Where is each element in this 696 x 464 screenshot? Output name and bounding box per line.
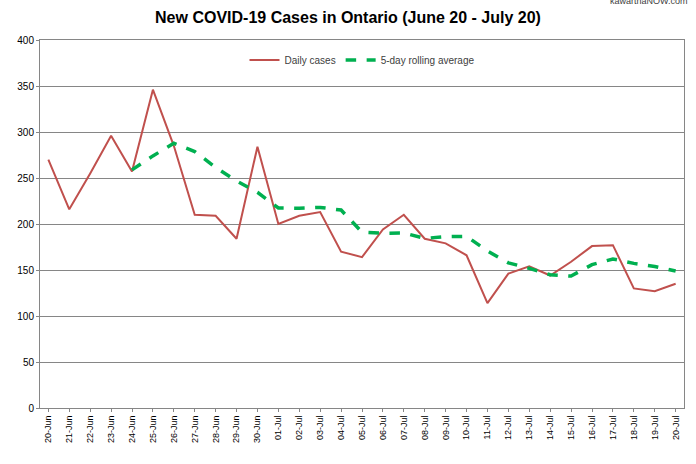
svg-text:24-Jun: 24-Jun bbox=[127, 416, 137, 444]
svg-text:14-Jul: 14-Jul bbox=[545, 416, 555, 441]
svg-text:28-Jun: 28-Jun bbox=[211, 416, 221, 444]
svg-text:08-Jul: 08-Jul bbox=[420, 416, 430, 441]
svg-text:200: 200 bbox=[17, 219, 34, 230]
svg-text:150: 150 bbox=[17, 265, 34, 276]
svg-text:5-day rolling average: 5-day rolling average bbox=[381, 55, 475, 66]
svg-text:15-Jul: 15-Jul bbox=[566, 416, 576, 441]
svg-text:350: 350 bbox=[17, 81, 34, 92]
svg-text:New COVID-19 Cases in Ontario: New COVID-19 Cases in Ontario (June 20 -… bbox=[155, 9, 541, 26]
svg-text:04-Jul: 04-Jul bbox=[336, 416, 346, 441]
svg-text:05-Jul: 05-Jul bbox=[357, 416, 367, 441]
svg-text:kawarthaNOW.com: kawarthaNOW.com bbox=[610, 0, 688, 6]
svg-text:01-Jul: 01-Jul bbox=[273, 416, 283, 441]
svg-text:12-Jul: 12-Jul bbox=[503, 416, 513, 441]
svg-text:0: 0 bbox=[28, 403, 34, 414]
svg-text:11-Jul: 11-Jul bbox=[482, 416, 492, 440]
svg-text:17-Jul: 17-Jul bbox=[608, 416, 618, 441]
svg-text:06-Jul: 06-Jul bbox=[378, 416, 388, 441]
svg-text:21-Jun: 21-Jun bbox=[64, 416, 74, 444]
svg-text:Daily cases: Daily cases bbox=[285, 55, 336, 66]
svg-text:30-Jun: 30-Jun bbox=[252, 416, 262, 444]
svg-text:250: 250 bbox=[17, 173, 34, 184]
svg-text:25-Jun: 25-Jun bbox=[148, 416, 158, 444]
svg-text:300: 300 bbox=[17, 127, 34, 138]
svg-text:03-Jul: 03-Jul bbox=[315, 416, 325, 441]
svg-text:50: 50 bbox=[23, 357, 35, 368]
svg-text:23-Jun: 23-Jun bbox=[106, 416, 116, 444]
svg-text:07-Jul: 07-Jul bbox=[399, 416, 409, 441]
svg-text:22-Jun: 22-Jun bbox=[85, 416, 95, 444]
svg-text:09-Jul: 09-Jul bbox=[441, 416, 451, 441]
svg-text:20-Jul: 20-Jul bbox=[671, 416, 681, 441]
svg-text:19-Jul: 19-Jul bbox=[650, 416, 660, 441]
svg-text:02-Jul: 02-Jul bbox=[294, 416, 304, 441]
svg-text:29-Jun: 29-Jun bbox=[231, 416, 241, 444]
svg-text:100: 100 bbox=[17, 311, 34, 322]
svg-text:10-Jul: 10-Jul bbox=[461, 416, 471, 441]
svg-text:13-Jul: 13-Jul bbox=[524, 416, 534, 441]
svg-text:18-Jul: 18-Jul bbox=[629, 416, 639, 441]
svg-text:400: 400 bbox=[17, 35, 34, 46]
svg-text:26-Jun: 26-Jun bbox=[169, 416, 179, 444]
svg-text:16-Jul: 16-Jul bbox=[587, 416, 597, 441]
svg-text:20-Jun: 20-Jun bbox=[43, 416, 53, 444]
svg-text:27-Jun: 27-Jun bbox=[190, 416, 200, 444]
